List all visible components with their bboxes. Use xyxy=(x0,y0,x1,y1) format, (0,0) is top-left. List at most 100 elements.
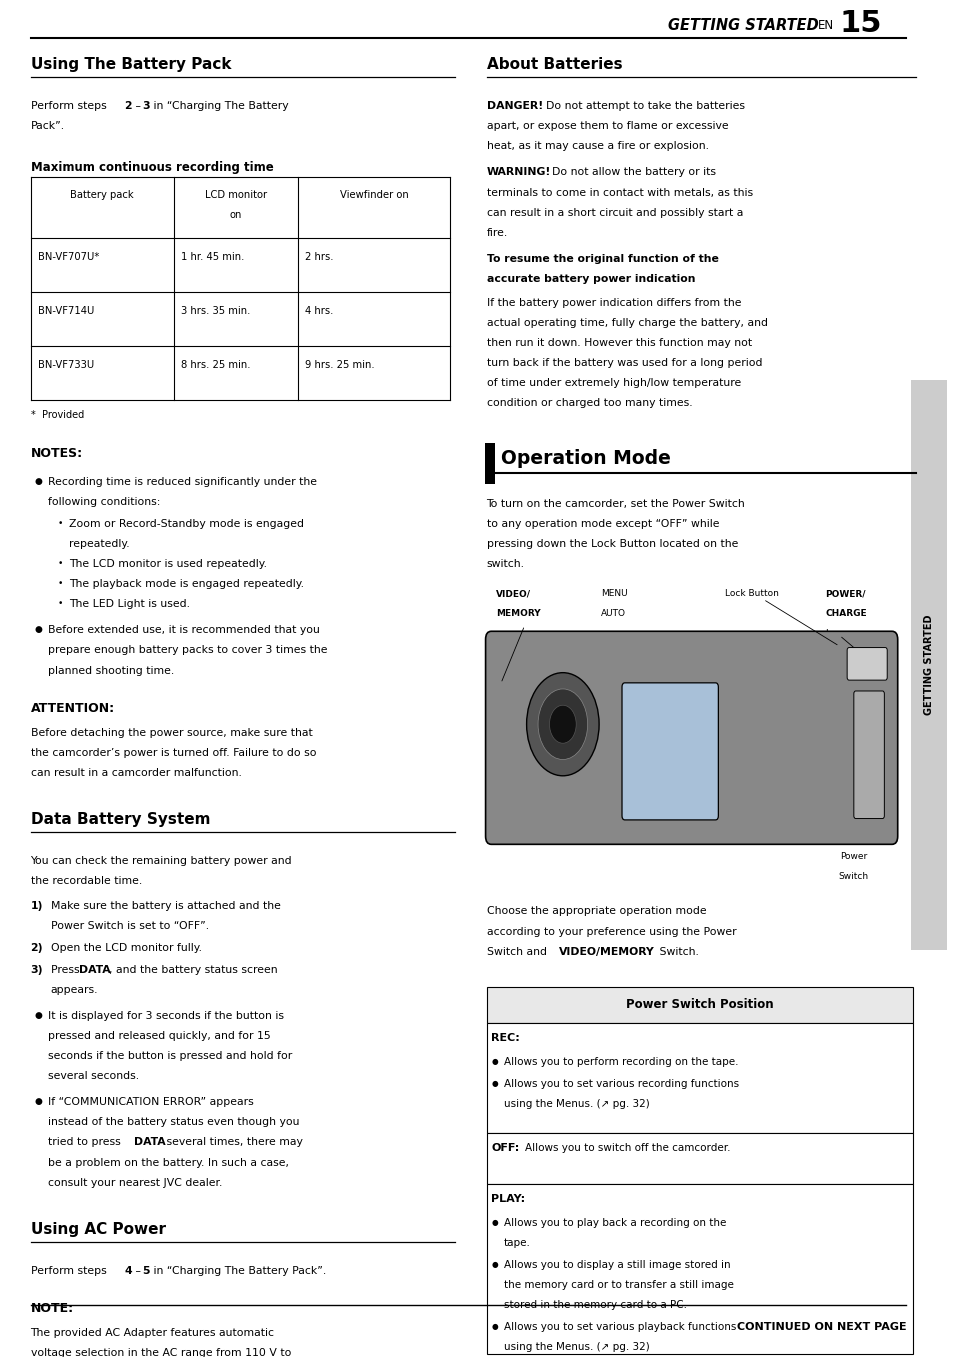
Text: consult your nearest JVC dealer.: consult your nearest JVC dealer. xyxy=(48,1178,222,1187)
Text: If “COMMUNICATION ERROR” appears: If “COMMUNICATION ERROR” appears xyxy=(48,1098,253,1107)
Text: If the battery power indication differs from the: If the battery power indication differs … xyxy=(486,299,740,308)
Text: in “Charging The Battery: in “Charging The Battery xyxy=(150,102,288,111)
Text: tape.: tape. xyxy=(503,1238,530,1248)
Text: Switch.: Switch. xyxy=(656,947,699,957)
Text: Maximum continuous recording time: Maximum continuous recording time xyxy=(30,161,273,175)
Text: the memory card or to transfer a still image: the memory card or to transfer a still i… xyxy=(503,1280,733,1291)
Text: 2): 2) xyxy=(30,943,43,953)
Text: NOTE:: NOTE: xyxy=(30,1303,73,1315)
Text: Allows you to perform recording on the tape.: Allows you to perform recording on the t… xyxy=(503,1057,738,1067)
Text: prepare enough battery packs to cover 3 times the: prepare enough battery packs to cover 3 … xyxy=(48,646,327,655)
Text: repeatedly.: repeatedly. xyxy=(69,539,130,550)
Text: DANGER!: DANGER! xyxy=(486,102,542,111)
Text: 3 hrs. 35 min.: 3 hrs. 35 min. xyxy=(181,307,251,316)
Text: WARNING!: WARNING! xyxy=(486,167,550,178)
Text: pressing down the Lock Button located on the: pressing down the Lock Button located on… xyxy=(486,539,737,550)
Text: VIDEO/: VIDEO/ xyxy=(496,589,531,598)
Text: BN-VF733U: BN-VF733U xyxy=(38,360,94,370)
Text: planned shooting time.: planned shooting time. xyxy=(48,665,173,676)
Text: 9 hrs. 25 min.: 9 hrs. 25 min. xyxy=(305,360,375,370)
Text: VIDEO/MEMORY: VIDEO/MEMORY xyxy=(558,947,654,957)
Text: ●: ● xyxy=(491,1057,497,1067)
Text: Allows you to set various recording functions: Allows you to set various recording func… xyxy=(503,1079,738,1090)
Text: using the Menus. (↗ pg. 32): using the Menus. (↗ pg. 32) xyxy=(503,1342,649,1353)
Text: Operation Mode: Operation Mode xyxy=(500,449,670,468)
Text: *  Provided: * Provided xyxy=(30,410,84,421)
Text: Open the LCD monitor fully.: Open the LCD monitor fully. xyxy=(51,943,201,953)
Text: Zoom or Record-Standby mode is engaged: Zoom or Record-Standby mode is engaged xyxy=(69,518,303,529)
Text: Make sure the battery is attached and the: Make sure the battery is attached and th… xyxy=(51,901,280,911)
Text: then run it down. However this function may not: then run it down. However this function … xyxy=(486,338,751,349)
Text: 5: 5 xyxy=(142,1266,150,1276)
Text: Allows you to switch off the camcorder.: Allows you to switch off the camcorder. xyxy=(524,1144,729,1153)
FancyBboxPatch shape xyxy=(485,631,897,844)
Text: •: • xyxy=(57,600,63,608)
Text: •: • xyxy=(57,518,63,528)
Text: ●: ● xyxy=(34,1098,42,1106)
Bar xyxy=(910,380,946,950)
Text: AUTO: AUTO xyxy=(600,609,625,619)
Text: actual operating time, fully charge the battery, and: actual operating time, fully charge the … xyxy=(486,318,767,328)
Text: accurate battery power indication: accurate battery power indication xyxy=(486,274,695,284)
Text: the recordable time.: the recordable time. xyxy=(30,877,142,886)
Text: EN: EN xyxy=(817,19,833,33)
FancyBboxPatch shape xyxy=(486,1183,912,1354)
Text: to any operation mode except “OFF” while: to any operation mode except “OFF” while xyxy=(486,518,719,529)
Text: according to your preference using the Power: according to your preference using the P… xyxy=(486,927,736,936)
Text: Power: Power xyxy=(840,852,866,862)
Text: BN-VF707U*: BN-VF707U* xyxy=(38,252,99,262)
Text: can result in a short circuit and possibly start a: can result in a short circuit and possib… xyxy=(486,208,742,217)
Text: Battery pack: Battery pack xyxy=(71,190,133,199)
Text: stored in the memory card to a PC.: stored in the memory card to a PC. xyxy=(503,1300,686,1310)
Text: Press: Press xyxy=(51,965,83,974)
Circle shape xyxy=(537,689,587,760)
Text: 1): 1) xyxy=(30,901,43,911)
Text: Perform steps: Perform steps xyxy=(30,102,110,111)
Text: MEMORY: MEMORY xyxy=(496,609,540,619)
Text: REC:: REC: xyxy=(491,1033,519,1044)
Text: terminals to come in contact with metals, as this: terminals to come in contact with metals… xyxy=(486,187,752,198)
Text: It is displayed for 3 seconds if the button is: It is displayed for 3 seconds if the but… xyxy=(48,1011,283,1020)
Text: several seconds.: several seconds. xyxy=(48,1071,139,1082)
Text: 1 hr. 45 min.: 1 hr. 45 min. xyxy=(181,252,244,262)
Text: Do not allow the battery or its: Do not allow the battery or its xyxy=(552,167,716,178)
Text: Switch and: Switch and xyxy=(486,947,550,957)
Text: lamp: lamp xyxy=(824,630,847,638)
Text: 4 hrs.: 4 hrs. xyxy=(305,307,334,316)
Text: •: • xyxy=(57,579,63,588)
Text: 2 hrs.: 2 hrs. xyxy=(305,252,334,262)
FancyBboxPatch shape xyxy=(853,691,883,818)
Text: instead of the battery status even though you: instead of the battery status even thoug… xyxy=(48,1117,299,1128)
Text: Allows you to display a still image stored in: Allows you to display a still image stor… xyxy=(503,1259,730,1270)
Text: turn back if the battery was used for a long period: turn back if the battery was used for a … xyxy=(486,358,761,368)
Text: following conditions:: following conditions: xyxy=(48,497,160,506)
Text: 2: 2 xyxy=(124,102,132,111)
Text: fire.: fire. xyxy=(486,228,507,237)
Text: several times, there may: several times, there may xyxy=(163,1137,303,1148)
Text: MENU: MENU xyxy=(600,589,627,598)
Text: CONTINUED ON NEXT PAGE: CONTINUED ON NEXT PAGE xyxy=(736,1322,905,1331)
Text: –: – xyxy=(132,1266,144,1276)
Text: heat, as it may cause a fire or explosion.: heat, as it may cause a fire or explosio… xyxy=(486,141,708,152)
Text: PLAY:: PLAY: xyxy=(491,1194,525,1204)
Text: Lock Button: Lock Button xyxy=(724,589,778,598)
Text: ATTENTION:: ATTENTION: xyxy=(30,702,114,715)
FancyBboxPatch shape xyxy=(621,683,718,820)
Text: NOTES:: NOTES: xyxy=(30,446,83,460)
Text: The LED Light is used.: The LED Light is used. xyxy=(69,600,190,609)
Text: condition or charged too many times.: condition or charged too many times. xyxy=(486,399,692,408)
Text: Perform steps: Perform steps xyxy=(30,1266,110,1276)
FancyBboxPatch shape xyxy=(486,1133,912,1183)
Text: 15: 15 xyxy=(839,8,882,38)
Text: OFF:: OFF: xyxy=(491,1144,519,1153)
Text: Before detaching the power source, make sure that: Before detaching the power source, make … xyxy=(30,727,312,738)
Text: Allows you to set various playback functions: Allows you to set various playback funct… xyxy=(503,1322,736,1333)
Text: LCD monitor: LCD monitor xyxy=(204,190,267,199)
Text: ▸REC: ▸REC xyxy=(857,707,872,712)
Text: ●: ● xyxy=(34,1011,42,1020)
Circle shape xyxy=(526,673,598,776)
Text: apart, or expose them to flame or excessive: apart, or expose them to flame or excess… xyxy=(486,121,727,132)
Text: The provided AC Adapter features automatic: The provided AC Adapter features automat… xyxy=(30,1329,274,1338)
Text: Do not attempt to take the batteries: Do not attempt to take the batteries xyxy=(545,102,744,111)
Text: •: • xyxy=(57,559,63,569)
